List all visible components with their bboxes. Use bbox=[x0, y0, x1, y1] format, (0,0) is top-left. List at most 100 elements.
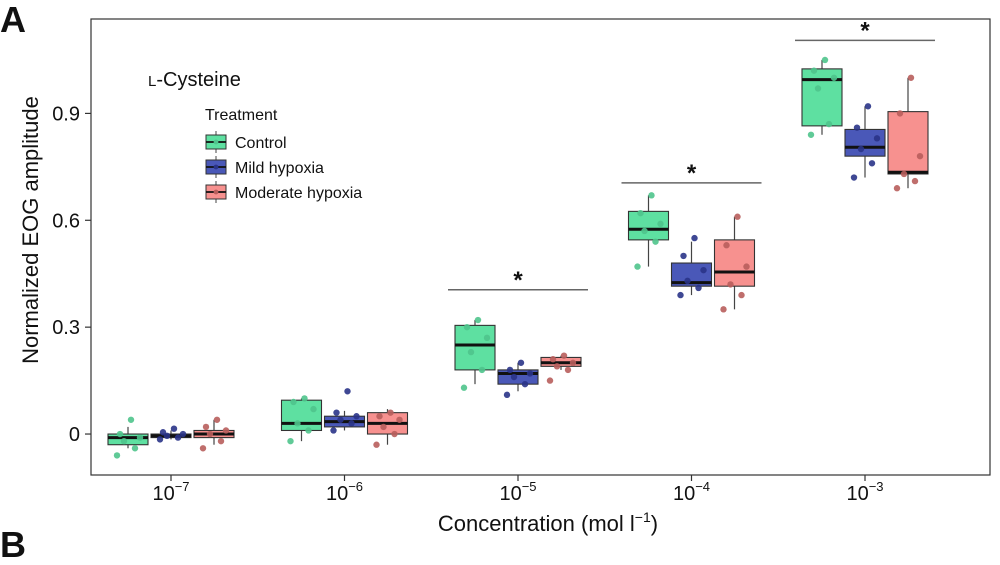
x-tick-exponent: −4 bbox=[695, 479, 710, 494]
legend-label: Mild hypoxia bbox=[235, 160, 324, 177]
x-axis-label-exponent: −1 bbox=[635, 509, 651, 525]
data-point bbox=[170, 425, 178, 432]
x-tick-exponent: −6 bbox=[348, 479, 363, 494]
data-point bbox=[396, 416, 403, 423]
data-point bbox=[546, 377, 554, 384]
data-point bbox=[290, 398, 297, 406]
data-point bbox=[387, 409, 394, 416]
chart-title-rest: -Cysteine bbox=[156, 69, 240, 91]
data-point bbox=[503, 391, 511, 399]
data-point bbox=[517, 359, 525, 366]
box-mild-hypoxia bbox=[497, 362, 539, 392]
data-point bbox=[743, 263, 750, 270]
data-point bbox=[641, 227, 648, 235]
boxplot-chart: 00.30.60.9 *** 10−7 10−6 10−5 10−4 10−3 Norm… bbox=[18, 17, 991, 536]
data-point bbox=[478, 366, 486, 374]
data-point bbox=[652, 238, 659, 245]
box-control bbox=[454, 320, 496, 385]
data-point bbox=[373, 441, 380, 448]
box-mild-hypoxia bbox=[844, 106, 886, 178]
box-control bbox=[801, 59, 843, 135]
data-point bbox=[700, 266, 707, 274]
data-point bbox=[521, 380, 529, 388]
y-tick-label: 0.3 bbox=[52, 317, 80, 339]
data-point bbox=[916, 152, 924, 160]
box-moderate-hypoxia bbox=[713, 216, 756, 310]
data-point bbox=[301, 395, 308, 402]
box-body bbox=[280, 399, 323, 432]
x-axis-label-close: ) bbox=[651, 511, 658, 536]
data-point bbox=[344, 388, 351, 395]
data-point bbox=[179, 430, 187, 438]
data-point bbox=[526, 370, 534, 377]
data-point bbox=[222, 427, 230, 434]
data-point bbox=[287, 437, 294, 445]
data-point bbox=[727, 281, 734, 288]
data-point bbox=[510, 373, 518, 381]
legend: Treatment Control Mild hypoxia Moderate hy… bbox=[205, 107, 362, 203]
data-point bbox=[333, 409, 340, 416]
significance-star: * bbox=[513, 267, 523, 294]
data-point bbox=[131, 445, 139, 452]
legend-key-moderate-hypoxia bbox=[205, 181, 227, 203]
data-point bbox=[337, 416, 344, 423]
y-tick-label: 0.9 bbox=[52, 103, 80, 125]
x-tick-layer: 10−7 10−6 10−5 10−4 10−3 bbox=[152, 475, 884, 505]
data-point bbox=[136, 434, 144, 441]
data-point bbox=[217, 437, 225, 445]
chart-title-prefix: L bbox=[148, 73, 156, 90]
data-point bbox=[648, 192, 655, 199]
data-point bbox=[738, 291, 745, 299]
data-point bbox=[893, 185, 901, 192]
x-tick-exponent: −5 bbox=[522, 479, 537, 494]
data-point bbox=[680, 252, 687, 260]
x-tick-base: 10 bbox=[846, 483, 868, 505]
data-point bbox=[734, 213, 741, 220]
data-point bbox=[569, 359, 577, 366]
significance-star: * bbox=[860, 17, 870, 44]
legend-key-point bbox=[213, 164, 219, 170]
data-point bbox=[294, 420, 301, 427]
x-tick-exponent: −3 bbox=[869, 479, 884, 494]
box-mild-hypoxia bbox=[323, 410, 366, 431]
data-point bbox=[911, 177, 919, 185]
data-point bbox=[723, 242, 730, 249]
data-point bbox=[474, 316, 482, 324]
box-moderate-hypoxia bbox=[887, 77, 929, 189]
x-tick-base: 10 bbox=[499, 483, 521, 505]
x-tick-label: 10−5 bbox=[499, 479, 536, 505]
legend-key-point bbox=[213, 139, 219, 145]
data-point bbox=[549, 356, 557, 363]
data-point bbox=[821, 56, 829, 64]
data-point bbox=[202, 423, 210, 431]
data-point bbox=[850, 174, 858, 181]
significance-star: * bbox=[687, 160, 697, 187]
box-moderate-hypoxia bbox=[193, 419, 235, 445]
data-point bbox=[657, 220, 664, 228]
x-tick-base: 10 bbox=[326, 483, 348, 505]
data-point bbox=[127, 416, 135, 423]
data-point bbox=[120, 437, 128, 445]
legend-label: Control bbox=[235, 135, 287, 152]
x-tick-base: 10 bbox=[152, 483, 174, 505]
box-body bbox=[713, 239, 756, 287]
point-layer bbox=[113, 56, 924, 459]
data-point bbox=[684, 277, 691, 285]
y-axis-label: Normalized EOG amplitude bbox=[18, 96, 43, 364]
data-point bbox=[467, 348, 475, 356]
data-point bbox=[814, 85, 822, 92]
data-point bbox=[206, 430, 214, 438]
box-body bbox=[454, 324, 496, 371]
box-body bbox=[887, 111, 929, 175]
data-point bbox=[564, 366, 572, 374]
x-tick-label: 10−4 bbox=[673, 479, 710, 505]
plot-frame bbox=[90, 18, 991, 476]
x-axis-label-text: Concentration (mol l bbox=[438, 511, 635, 536]
data-point bbox=[174, 434, 182, 441]
data-point bbox=[159, 429, 167, 436]
x-tick-label: 10−7 bbox=[152, 479, 189, 505]
significance-layer: * * * bbox=[448, 17, 935, 294]
box-control bbox=[280, 398, 323, 442]
data-point bbox=[857, 145, 865, 153]
data-point bbox=[896, 110, 904, 117]
